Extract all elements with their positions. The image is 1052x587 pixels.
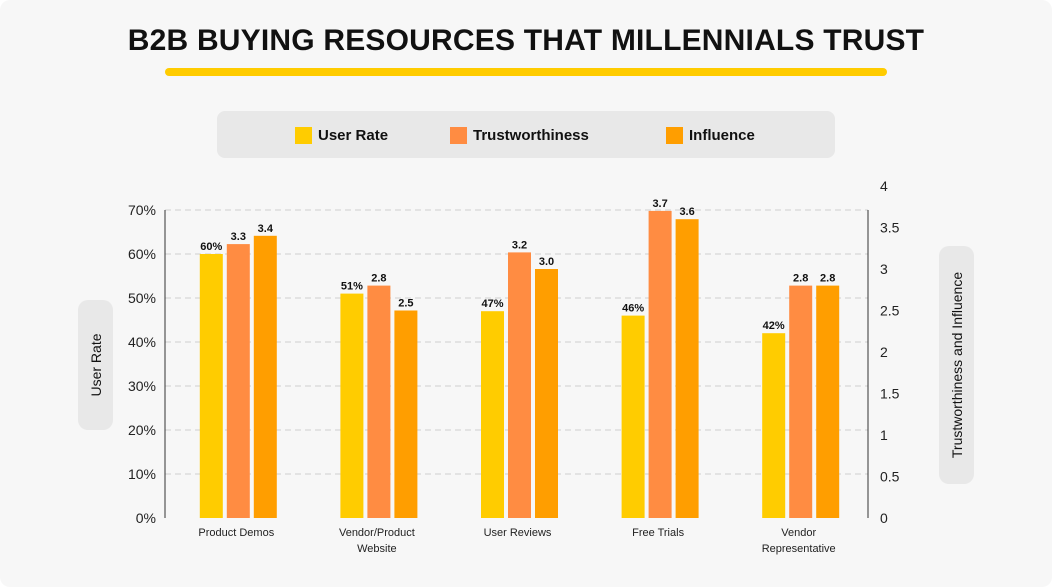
- chart-title: B2B BUYING RESOURCES THAT MILLENNIALS TR…: [127, 24, 925, 57]
- left-tick-label: 70%: [128, 202, 156, 218]
- category-label: Representative: [762, 543, 836, 555]
- bar-user-rate: [762, 333, 786, 518]
- left-tick-label: 20%: [128, 422, 156, 438]
- left-tick-label: 30%: [128, 378, 156, 394]
- data-label: 42%: [763, 320, 785, 332]
- data-label: 2.8: [793, 273, 808, 285]
- data-label: 3.2: [512, 239, 527, 251]
- category-label: Website: [357, 543, 397, 555]
- bar-influence: [394, 310, 418, 518]
- bar-trustworthiness: [648, 210, 672, 518]
- bar-trustworthiness: [789, 285, 813, 518]
- legend-item-trustworthiness[interactable]: Trustworthiness: [450, 125, 589, 145]
- data-label: 3.4: [258, 223, 274, 235]
- bar-influence: [253, 235, 277, 519]
- bar-trustworthiness: [226, 244, 250, 518]
- legend: User Rate Trustworthiness Influence: [217, 111, 835, 158]
- data-label: 3.0: [539, 256, 554, 268]
- legend-swatch-trustworthiness: [450, 126, 467, 144]
- right-tick-label: 3: [880, 261, 888, 277]
- left-tick-label: 10%: [128, 466, 156, 482]
- left-tick-label: 50%: [128, 290, 156, 306]
- category-label: Vendor/Product: [339, 527, 415, 539]
- legend-label-trustworthiness: Trustworthiness: [473, 126, 589, 144]
- left-tick-label: 0%: [136, 510, 156, 526]
- data-label: 3.3: [231, 231, 246, 243]
- right-tick-label: 1: [880, 427, 888, 443]
- data-label: 2.8: [371, 273, 386, 285]
- category-label: Product Demos: [198, 527, 274, 539]
- right-tick-label: 4: [880, 178, 888, 194]
- legend-label-user-rate: User Rate: [318, 126, 389, 144]
- right-tick-label: 0: [880, 510, 888, 526]
- legend-item-user-rate[interactable]: User Rate: [295, 125, 388, 145]
- category-label: User Reviews: [484, 527, 552, 539]
- bar-influence: [535, 269, 558, 518]
- legend-item-influence[interactable]: Influence: [666, 125, 755, 145]
- legend-swatch-influence: [666, 126, 683, 144]
- data-label: 2.5: [398, 298, 413, 310]
- right-tick-label: 0.5: [880, 469, 900, 485]
- right-tick-label: 2: [880, 344, 888, 360]
- bar-trustworthiness: [367, 285, 391, 518]
- data-label: 3.6: [679, 206, 694, 218]
- right-axis-title-box: Trustworthiness and Influence: [939, 246, 974, 484]
- bar-user-rate: [621, 315, 645, 518]
- data-label: 51%: [341, 281, 363, 293]
- right-tick-label: 3.5: [880, 220, 900, 236]
- legend-label-influence: Influence: [689, 126, 755, 144]
- data-label: 3.7: [652, 198, 667, 210]
- bar-user-rate: [340, 293, 364, 518]
- left-tick-label: 40%: [128, 334, 156, 350]
- legend-swatch-user-rate: [295, 126, 312, 144]
- bar-influence: [675, 219, 699, 518]
- left-tick-label: 60%: [128, 246, 156, 262]
- left-axis-title-box: User Rate: [78, 300, 113, 430]
- title-underline: [165, 68, 887, 76]
- bar-user-rate: [481, 311, 504, 518]
- right-tick-label: 1.5: [880, 386, 900, 402]
- data-label: 60%: [200, 241, 222, 253]
- category-label: Free Trials: [632, 527, 684, 539]
- data-label: 2.8: [820, 273, 835, 285]
- bar-influence: [816, 285, 840, 518]
- bar-user-rate: [199, 254, 223, 518]
- data-label: 47%: [481, 298, 503, 310]
- data-label: 46%: [622, 303, 644, 315]
- category-label: Vendor: [781, 527, 816, 539]
- right-tick-label: 2.5: [880, 303, 900, 319]
- bar-trustworthiness: [508, 252, 531, 518]
